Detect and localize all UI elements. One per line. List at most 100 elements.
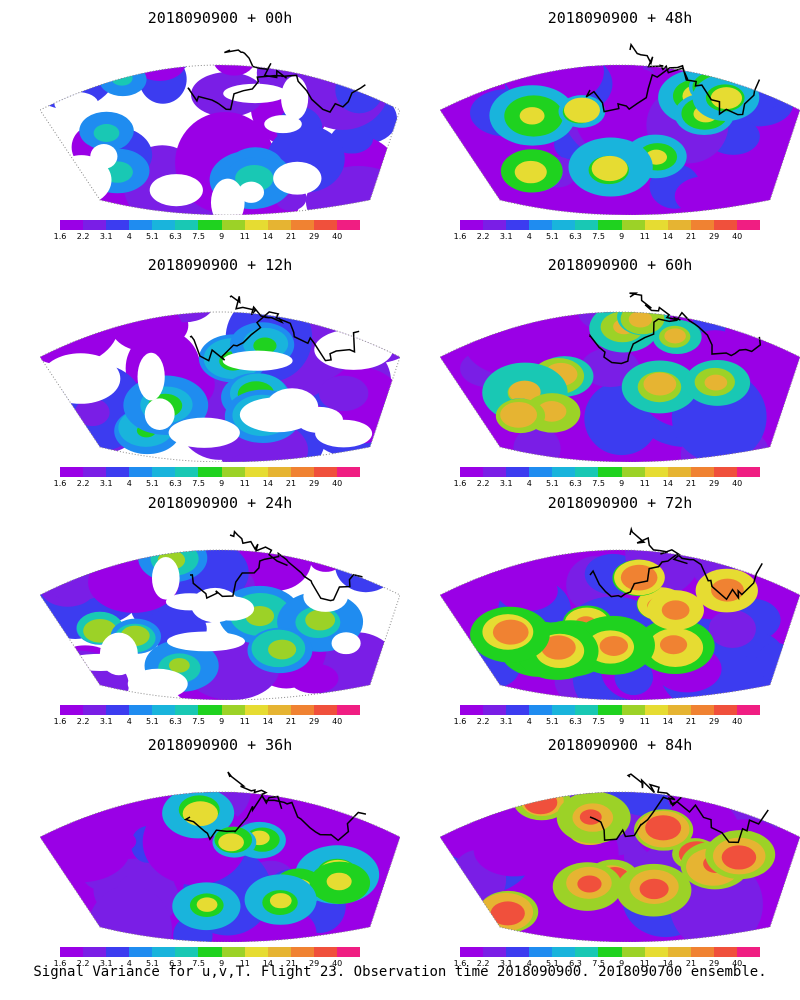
colorbar-label: 14 bbox=[662, 959, 673, 968]
colorbar-label: 21 bbox=[685, 479, 697, 488]
variance-hotspot bbox=[326, 872, 352, 891]
variance-map bbox=[440, 526, 800, 700]
variance-map bbox=[440, 292, 800, 462]
variance-hotspot bbox=[253, 337, 277, 354]
no-data-gap bbox=[54, 91, 99, 116]
colorbar-swatch bbox=[244, 705, 268, 715]
colorbar bbox=[60, 947, 361, 957]
colorbar-label: 40 bbox=[332, 717, 343, 726]
colorbar-swatch bbox=[244, 467, 268, 477]
colorbar-swatch bbox=[152, 947, 176, 957]
colorbar-swatch bbox=[460, 467, 484, 477]
colorbar-swatch bbox=[506, 467, 530, 477]
colorbar-swatch bbox=[336, 220, 361, 230]
colorbar-label: 21 bbox=[285, 479, 297, 488]
colorbar-label: 4 bbox=[526, 717, 532, 726]
coastline bbox=[629, 292, 681, 321]
map-panel: 2018090900 + 84h 1.6 2.2 3.1 4 5.1 6.3 7.5 9 11 14… bbox=[440, 735, 800, 975]
no-data-gap bbox=[90, 144, 118, 169]
variance-hotspot bbox=[269, 893, 292, 909]
colorbar-label: 21 bbox=[285, 717, 297, 726]
colorbar-label: 7.5 bbox=[192, 232, 205, 241]
colorbar-label: 11 bbox=[239, 959, 250, 968]
colorbar bbox=[60, 705, 361, 715]
colorbar-swatch bbox=[313, 705, 337, 715]
colorbar-swatch bbox=[690, 467, 714, 477]
colorbar-swatch bbox=[736, 467, 761, 477]
colorbar bbox=[460, 467, 761, 477]
map-panel: 2018090900 + 36h 1.6 2.2 3.1 4 5.1 6.3 7.5 9 11 14… bbox=[40, 735, 400, 975]
colorbar-label: 4 bbox=[126, 232, 132, 241]
map-boundary bbox=[40, 64, 400, 215]
colorbar-labels: 1.6 2.2 3.1 4 5.1 6.3 7.5 9 11 14 21 29 40 bbox=[46, 959, 356, 971]
colorbar-label: 11 bbox=[639, 959, 650, 968]
panel-title: 2018090900 + 72h bbox=[547, 494, 693, 512]
variance-hotspot bbox=[591, 155, 628, 182]
variance-blob bbox=[453, 550, 541, 565]
colorbar-swatch bbox=[690, 705, 714, 715]
colorbar bbox=[460, 947, 761, 957]
colorbar-swatch bbox=[267, 220, 291, 230]
variance-hotspot bbox=[645, 815, 682, 841]
colorbar-swatch bbox=[667, 467, 691, 477]
colorbar-swatch bbox=[198, 467, 222, 477]
colorbar-label: 29 bbox=[309, 717, 320, 726]
colorbar-swatch bbox=[221, 220, 245, 230]
colorbar-swatch bbox=[152, 467, 176, 477]
map-panel: 2018090900 + 00h 1.6 2.2 3.1 4 5.1 6.3 7.5 9 11 14… bbox=[40, 8, 400, 248]
map-panel: 2018090900 + 72h 1.6 2.2 3.1 4 5.1 6.3 7.5 9 11 14… bbox=[440, 493, 800, 733]
variance-hotspot bbox=[541, 635, 576, 660]
colorbar-label: 14 bbox=[262, 717, 273, 726]
colorbar-label: 3.1 bbox=[99, 479, 113, 488]
colorbar-label: 4 bbox=[126, 959, 132, 968]
no-data-gap bbox=[137, 352, 165, 401]
colorbar-swatch bbox=[83, 705, 107, 715]
colorbar-swatch bbox=[621, 705, 645, 715]
colorbar-swatch bbox=[460, 705, 484, 715]
colorbar-swatch bbox=[290, 467, 314, 477]
variance-hotspot bbox=[490, 901, 525, 926]
colorbar-label: 1.6 bbox=[53, 959, 67, 968]
colorbar-swatch bbox=[129, 220, 153, 230]
variance-map bbox=[40, 771, 400, 942]
panel-title: 2018090900 + 84h bbox=[547, 736, 693, 754]
colorbar-label: 6.3 bbox=[169, 717, 182, 726]
colorbar-label: 29 bbox=[709, 479, 720, 488]
variance-hotspot bbox=[628, 312, 653, 328]
variance-hotspot bbox=[196, 897, 218, 912]
colorbar-label: 14 bbox=[662, 232, 673, 241]
variance-hotspot bbox=[661, 600, 690, 620]
colorbar-label: 14 bbox=[662, 717, 673, 726]
colorbar-swatch bbox=[506, 220, 530, 230]
variance-blob bbox=[486, 550, 554, 561]
variance-hotspot bbox=[721, 845, 757, 870]
variance-hotspot bbox=[492, 619, 529, 645]
colorbar-label: 2.2 bbox=[76, 717, 90, 726]
colorbar-label: 9 bbox=[619, 479, 625, 488]
colorbar-label: 1.6 bbox=[453, 959, 467, 968]
colorbar-label: 7.5 bbox=[592, 959, 605, 968]
colorbar-label: 40 bbox=[732, 232, 743, 241]
variance-blob bbox=[245, 550, 292, 576]
colorbar-labels: 1.6 2.2 3.1 4 5.1 6.3 7.5 9 11 14 21 29 40 bbox=[46, 232, 356, 244]
colorbar-swatch bbox=[552, 467, 576, 477]
colorbar-swatch bbox=[175, 705, 199, 715]
variance-hotspot bbox=[664, 328, 686, 344]
colorbar-label: 5.1 bbox=[546, 479, 559, 488]
variance-hotspot bbox=[182, 801, 218, 827]
colorbar-label: 2.2 bbox=[476, 717, 490, 726]
colorbar-swatch bbox=[460, 220, 484, 230]
colorbar-swatch bbox=[529, 947, 553, 957]
variance-hotspot bbox=[93, 124, 120, 142]
colorbar-swatch bbox=[290, 220, 314, 230]
variance-hotspot bbox=[523, 792, 558, 815]
colorbar-label: 9 bbox=[219, 479, 225, 488]
colorbar-labels: 1.6 2.2 3.1 4 5.1 6.3 7.5 9 11 14 21 29 40 bbox=[46, 717, 356, 729]
no-data-gap bbox=[127, 668, 188, 700]
colorbar-swatch bbox=[244, 220, 268, 230]
variance-hotspot bbox=[268, 639, 297, 660]
colorbar-swatch bbox=[106, 947, 130, 957]
colorbar-label: 14 bbox=[262, 232, 273, 241]
variance-hotspot bbox=[519, 107, 545, 125]
variance-hotspot bbox=[711, 578, 744, 602]
